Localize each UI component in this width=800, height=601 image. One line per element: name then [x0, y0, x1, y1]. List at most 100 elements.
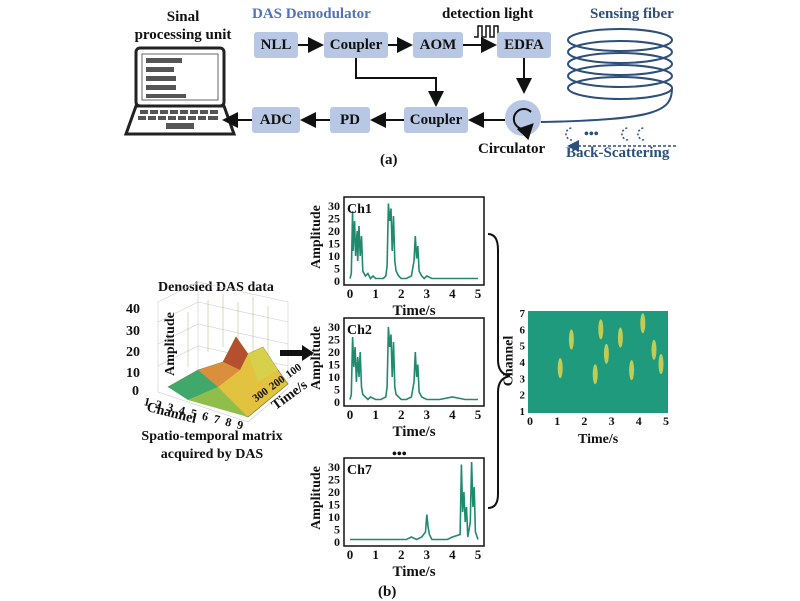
heatmap-x-tick: 2: [581, 414, 587, 428]
heatmap-x-tick: 4: [636, 414, 642, 428]
cube-z-tick-0: 0: [132, 384, 139, 399]
x-tick-label: 0: [347, 407, 354, 422]
heatmap-hotspot: [658, 354, 664, 375]
heatmap-background: [528, 311, 668, 413]
sensing-fiber-label: Sensing fiber: [590, 6, 674, 22]
series-line: [349, 326, 478, 401]
adc-block: ADC: [252, 107, 300, 133]
x-tick-label: 2: [398, 547, 405, 562]
x-tick-label: 4: [449, 547, 456, 562]
plot-frame: [343, 317, 485, 407]
y-tick-label: 10: [328, 510, 340, 524]
x-tick-label: 3: [424, 286, 431, 301]
heatmap-hotspot: [592, 364, 598, 385]
dots-scatter: •••: [584, 127, 599, 142]
x-tick-label: 1: [372, 407, 379, 422]
heatmap-x-tick: 3: [609, 414, 615, 428]
part-a-label: (a): [380, 152, 398, 168]
y-tick-label: 20: [328, 224, 340, 238]
heatmap-hotspot: [640, 313, 646, 334]
y-tick-label: 20: [328, 345, 340, 359]
y-tick-label: 0: [334, 274, 340, 288]
x-axis-label: Time/s: [392, 303, 435, 319]
y-tick-label: 0: [334, 535, 340, 549]
x-tick-label: 3: [424, 407, 431, 422]
y-axis-label: Amplitude: [309, 205, 324, 269]
heatmap-y-tick: 2: [520, 390, 526, 402]
heatmap-x-tick: 5: [663, 414, 669, 428]
x-tick-label: 4: [449, 407, 456, 422]
y-tick-label: 20: [328, 485, 340, 499]
y-tick-label: 30: [328, 320, 340, 334]
x-tick-label: 5: [475, 286, 482, 301]
cube-z-tick-30: 30: [126, 324, 140, 339]
heatmap-y-tick: 4: [520, 357, 526, 369]
heatmap-ylabel: Channel: [501, 335, 517, 387]
laptop-icon: [123, 46, 237, 136]
y-tick-label: 15: [328, 498, 340, 512]
cube-title: Denosied DAS data: [158, 280, 274, 295]
heatmap-hotspot: [557, 358, 563, 379]
x-tick-label: 0: [347, 286, 354, 301]
y-tick-label: 30: [328, 460, 340, 474]
signal-flow-arrows: •••: [222, 28, 676, 152]
heatmap-y-tick: 3: [520, 373, 526, 385]
x-tick-label: 2: [398, 286, 405, 301]
heatmap-hotspot: [651, 339, 657, 360]
series-line: [350, 461, 479, 541]
y-tick-label: 25: [328, 333, 340, 347]
x-tick-label: 2: [398, 407, 405, 422]
cube-z-tick-10: 10: [126, 366, 140, 381]
heatmap-x-tick: 1: [554, 414, 560, 428]
cube-caption: Spatio-temporal matrix acquired by DAS: [141, 429, 283, 462]
y-axis-label: Amplitude: [309, 466, 324, 530]
circulator-label: Circulator: [478, 141, 546, 157]
y-tick-label: 5: [334, 523, 340, 537]
channel-title: Ch1: [347, 202, 372, 217]
x-tick-label: 3: [424, 547, 431, 562]
coupler-block-1: Coupler: [324, 32, 388, 58]
y-tick-label: 10: [328, 370, 340, 384]
y-tick-label: 5: [334, 383, 340, 397]
part-b-label: (b): [378, 584, 397, 600]
heatmap-hotspot: [603, 343, 609, 364]
x-axis-label: Time/s: [392, 564, 435, 580]
heatmap-y-tick: 6: [520, 324, 526, 336]
detection-light-label: detection light: [442, 6, 534, 22]
heatmap-hotspot: [598, 319, 604, 340]
pulse-icon: [474, 25, 502, 38]
heatmap-y-tick: 1: [520, 406, 526, 418]
heatmap-xlabel: Time/s: [578, 432, 619, 447]
nll-block: NLL: [254, 32, 298, 58]
plot-frame: [343, 196, 485, 286]
channel-title: Ch7: [347, 463, 372, 478]
heatmap-x-tick: 0: [527, 414, 533, 428]
y-tick-label: 0: [334, 395, 340, 409]
heatmap-hotspot: [568, 329, 574, 350]
demodulator-title: DAS Demodulator: [252, 6, 371, 22]
y-tick-label: 25: [328, 473, 340, 487]
x-tick-label: 0: [347, 547, 354, 562]
heatmap-y-tick: 7: [520, 308, 526, 320]
heatmap-hotspot: [617, 327, 623, 348]
aom-block: AOM: [413, 32, 463, 58]
brace-icon: [487, 233, 511, 509]
channel-dots: •••: [392, 447, 407, 462]
back-scattering-label: Back-Scattering: [566, 145, 670, 161]
cube-3d-plot: [157, 281, 289, 423]
cube-to-channels-arrow: [280, 345, 314, 361]
y-tick-label: 15: [328, 358, 340, 372]
coupler-block-2: Coupler: [404, 107, 468, 133]
channel-title: Ch2: [347, 323, 372, 338]
x-tick-label: 1: [372, 286, 379, 301]
cube-z-tick-20: 20: [126, 345, 140, 360]
x-tick-label: 1: [372, 547, 379, 562]
series-line: [349, 203, 478, 280]
x-tick-label: 5: [475, 547, 482, 562]
y-tick-label: 15: [328, 237, 340, 251]
